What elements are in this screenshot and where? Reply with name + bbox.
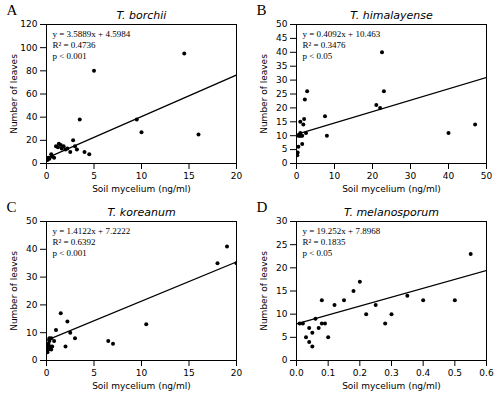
svg-text:Number of leaves: Number of leaves bbox=[9, 54, 19, 134]
svg-text:T. koreanum: T. koreanum bbox=[107, 206, 175, 219]
svg-text:35: 35 bbox=[276, 61, 287, 71]
svg-text:0: 0 bbox=[282, 355, 288, 365]
svg-text:A: A bbox=[7, 2, 18, 18]
svg-text:0: 0 bbox=[294, 171, 300, 181]
svg-text:0.5: 0.5 bbox=[448, 368, 462, 378]
svg-text:25: 25 bbox=[276, 240, 287, 250]
svg-text:Soil mycelium (ng/ml): Soil mycelium (ng/ml) bbox=[342, 184, 441, 194]
svg-text:0: 0 bbox=[32, 355, 38, 365]
svg-text:20: 20 bbox=[276, 103, 288, 113]
svg-text:10: 10 bbox=[276, 131, 288, 141]
svg-text:0: 0 bbox=[32, 158, 38, 168]
svg-text:120: 120 bbox=[20, 19, 37, 29]
svg-text:30: 30 bbox=[26, 272, 38, 282]
svg-text:45: 45 bbox=[276, 33, 287, 43]
svg-text:15: 15 bbox=[276, 286, 287, 296]
svg-text:40: 40 bbox=[26, 244, 38, 254]
svg-text:60: 60 bbox=[26, 89, 38, 99]
svg-text:Soil mycelium (ng/ml): Soil mycelium (ng/ml) bbox=[342, 381, 441, 391]
svg-text:40: 40 bbox=[443, 171, 455, 181]
svg-text:30: 30 bbox=[405, 171, 417, 181]
svg-text:0.1: 0.1 bbox=[321, 368, 335, 378]
svg-text:15: 15 bbox=[183, 368, 194, 378]
svg-text:0: 0 bbox=[282, 158, 288, 168]
svg-text:5: 5 bbox=[282, 332, 288, 342]
svg-text:T. borchii: T. borchii bbox=[117, 9, 167, 22]
svg-text:y = 0.4092x + 10.463R² = 0.347: y = 0.4092x + 10.463R² = 0.3476p < 0.05 bbox=[303, 28, 381, 61]
svg-text:0.0: 0.0 bbox=[289, 368, 304, 378]
svg-text:15: 15 bbox=[183, 171, 194, 181]
svg-text:30: 30 bbox=[276, 75, 288, 85]
svg-text:20: 20 bbox=[26, 300, 38, 310]
svg-text:D: D bbox=[257, 199, 268, 215]
svg-text:y = 3.5889x + 4.5984R² = 0.473: y = 3.5889x + 4.5984R² = 0.4736p < 0.001 bbox=[53, 28, 131, 61]
svg-text:0: 0 bbox=[44, 368, 50, 378]
svg-text:20: 20 bbox=[231, 171, 243, 181]
svg-text:20: 20 bbox=[367, 171, 379, 181]
svg-text:80: 80 bbox=[26, 66, 38, 76]
svg-text:20: 20 bbox=[231, 368, 243, 378]
svg-text:15: 15 bbox=[276, 117, 287, 127]
svg-text:0.2: 0.2 bbox=[353, 368, 367, 378]
svg-text:30: 30 bbox=[276, 216, 288, 226]
svg-text:100: 100 bbox=[20, 43, 37, 53]
svg-text:50: 50 bbox=[26, 216, 38, 226]
svg-text:25: 25 bbox=[276, 89, 287, 99]
svg-text:Number of leaves: Number of leaves bbox=[9, 251, 19, 331]
svg-text:20: 20 bbox=[26, 135, 38, 145]
svg-text:5: 5 bbox=[282, 144, 288, 154]
svg-text:10: 10 bbox=[276, 309, 288, 319]
svg-text:40: 40 bbox=[276, 47, 288, 57]
svg-text:0: 0 bbox=[44, 171, 50, 181]
svg-text:y = 19.252x + 7.8968R² = 0.183: y = 19.252x + 7.8968R² = 0.1835p < 0.05 bbox=[303, 225, 381, 257]
svg-text:T. himalayense: T. himalayense bbox=[350, 9, 433, 22]
svg-text:Number of leaves: Number of leaves bbox=[259, 54, 269, 134]
svg-text:Soil mycelium (ng/ml): Soil mycelium (ng/ml) bbox=[92, 184, 191, 194]
svg-text:50: 50 bbox=[276, 19, 288, 29]
svg-text:5: 5 bbox=[91, 368, 97, 378]
svg-text:20: 20 bbox=[276, 263, 288, 273]
svg-text:10: 10 bbox=[136, 171, 148, 181]
svg-text:10: 10 bbox=[329, 171, 341, 181]
svg-text:B: B bbox=[257, 2, 267, 18]
svg-text:40: 40 bbox=[26, 112, 38, 122]
svg-text:10: 10 bbox=[26, 328, 38, 338]
svg-text:C: C bbox=[7, 199, 17, 215]
svg-text:10: 10 bbox=[136, 368, 148, 378]
svg-text:0.4: 0.4 bbox=[416, 368, 431, 378]
svg-text:50: 50 bbox=[481, 171, 493, 181]
svg-text:y = 1.4122x + 7.2222R² = 0.639: y = 1.4122x + 7.2222R² = 0.6392p < 0.001 bbox=[53, 225, 131, 257]
svg-text:5: 5 bbox=[91, 171, 97, 181]
svg-text:0.3: 0.3 bbox=[384, 368, 398, 378]
svg-text:Soil mycelium (ng/ml): Soil mycelium (ng/ml) bbox=[92, 381, 191, 391]
svg-text:T. melanosporum: T. melanosporum bbox=[344, 206, 439, 219]
svg-text:Number of leaves: Number of leaves bbox=[259, 251, 269, 331]
svg-text:0.6: 0.6 bbox=[479, 368, 494, 378]
